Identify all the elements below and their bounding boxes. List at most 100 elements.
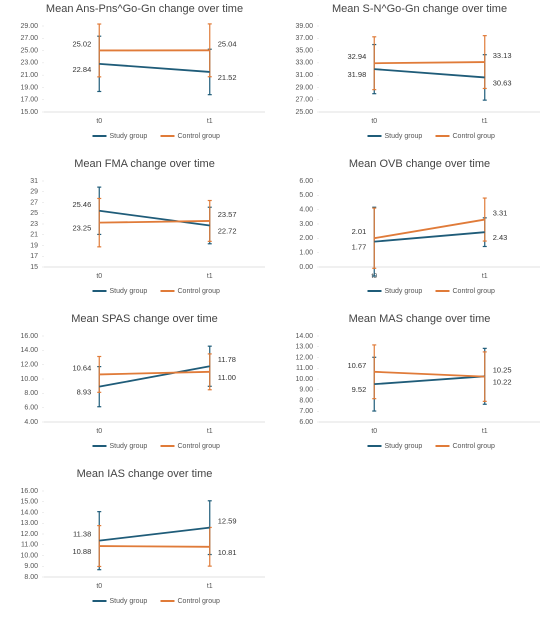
y-tick-label: 14.00 <box>295 333 313 340</box>
y-tick-label: 12.00 <box>20 531 38 538</box>
y-tick-label: 37.00 <box>295 35 313 42</box>
x-tick-label: t0 <box>96 583 102 590</box>
legend-label: Study group <box>385 133 423 140</box>
series-line <box>374 68 485 79</box>
y-tick-label: 29.00 <box>20 23 38 30</box>
chart-title: Mean OVB change over time <box>349 158 490 170</box>
y-tick-label: 14.00 <box>20 347 38 354</box>
chart-title: Mean Ans-Pns^Go-Gn change over time <box>46 3 243 15</box>
y-tick-label: 6.00 <box>24 405 38 412</box>
chart-panel: Mean FMA change over time 15 17 19 21 23 25 27 2… <box>30 158 265 295</box>
y-tick-label: 11.00 <box>21 542 38 549</box>
legend-label: Study group <box>110 133 148 140</box>
x-tick-label: t0 <box>371 428 377 435</box>
x-tick-label: t1 <box>482 118 488 125</box>
data-label: 2.43 <box>493 233 508 242</box>
data-label: 9.52 <box>352 385 367 394</box>
error-bar <box>207 353 212 391</box>
legend-label: Control group <box>453 133 496 140</box>
x-tick-label: t1 <box>207 583 213 590</box>
series-line <box>99 62 210 73</box>
legend-label: Control group <box>453 288 496 295</box>
chart-title: Mean MAS change over time <box>349 313 491 325</box>
legend-label: Study group <box>110 288 148 295</box>
series-line <box>374 218 485 240</box>
series-line <box>99 209 210 227</box>
y-tick-label: 10.00 <box>295 376 313 383</box>
legend-label: Study group <box>385 288 423 295</box>
y-tick-label: 39.00 <box>295 23 313 30</box>
y-tick-label: 0.00 <box>299 264 313 271</box>
data-label: 23.25 <box>72 224 91 233</box>
y-tick-label: 19.00 <box>20 84 38 91</box>
x-tick-label: t1 <box>482 428 488 435</box>
y-tick-label: 29.00 <box>295 84 313 91</box>
y-tick-label: 9.00 <box>24 563 38 570</box>
y-tick-label: 31.00 <box>295 72 313 79</box>
y-tick-label: 14.00 <box>20 509 38 516</box>
legend-label: Study group <box>385 443 423 450</box>
y-tick-label: 15.00 <box>20 499 38 506</box>
y-tick-label: 27.00 <box>20 35 38 42</box>
series-line <box>374 61 485 65</box>
x-tick-label: t1 <box>207 273 213 280</box>
chart-panel: Mean S-N^Go-Gn change over time 25.00 27.0… <box>295 3 540 140</box>
data-label: 10.25 <box>493 365 512 374</box>
data-label: 10.88 <box>72 547 91 556</box>
series-line <box>99 545 210 548</box>
data-label: 10.67 <box>347 361 366 370</box>
data-label: 10.81 <box>218 548 237 557</box>
y-tick-label: 17 <box>30 253 38 260</box>
y-tick-label: 6.00 <box>299 178 313 185</box>
data-label: 10.22 <box>493 378 512 387</box>
series-line <box>99 526 210 542</box>
data-label: 33.13 <box>493 51 512 60</box>
chart-panel: Mean SPAS change over time 4.00 6.00 8.00 10… <box>20 313 265 450</box>
y-tick-label: 6.00 <box>299 419 313 426</box>
x-tick-label: t0 <box>371 118 377 125</box>
y-tick-label: 23.00 <box>20 60 38 67</box>
data-label: 10.64 <box>72 363 91 372</box>
series-line <box>99 220 210 224</box>
y-tick-label: 12.00 <box>295 354 313 361</box>
y-tick-label: 21 <box>30 232 38 239</box>
y-tick-label: 27.00 <box>295 97 313 104</box>
x-tick-label: t0 <box>96 273 102 280</box>
y-tick-label: 9.00 <box>299 387 313 394</box>
y-tick-label: 15.00 <box>20 109 38 116</box>
y-tick-label: 5.00 <box>299 192 313 199</box>
y-tick-label: 25.00 <box>20 47 38 54</box>
data-label: 31.98 <box>347 70 366 79</box>
y-tick-label: 16.00 <box>20 333 38 340</box>
chart-title: Mean S-N^Go-Gn change over time <box>332 3 507 15</box>
y-tick-label: 21.00 <box>20 72 38 79</box>
data-label: 30.63 <box>493 78 512 87</box>
data-label: 12.59 <box>218 517 237 526</box>
x-tick-label: t1 <box>482 273 488 280</box>
x-tick-label: t0 <box>96 118 102 125</box>
data-label: 25.04 <box>218 39 237 48</box>
series-line <box>374 231 485 243</box>
y-tick-label: 7.00 <box>299 408 313 415</box>
y-tick-label: 13.00 <box>20 520 38 527</box>
y-tick-label: 10.00 <box>20 376 38 383</box>
y-tick-label: 17.00 <box>20 97 38 104</box>
legend-label: Control group <box>178 598 221 605</box>
data-label: 25.46 <box>72 200 91 209</box>
data-label: 25.02 <box>72 39 91 48</box>
y-tick-label: 27 <box>30 199 38 206</box>
data-label: 2.01 <box>352 227 367 236</box>
y-tick-label: 15 <box>30 264 38 271</box>
y-tick-label: 33.00 <box>295 60 313 67</box>
legend-label: Study group <box>110 443 148 450</box>
y-tick-label: 3.00 <box>299 221 313 228</box>
data-label: 11.78 <box>218 355 236 364</box>
y-tick-label: 8.00 <box>299 397 313 404</box>
chart-panel: Mean Ans-Pns^Go-Gn change over time 15.00… <box>20 3 265 140</box>
x-tick-label: t0 <box>96 428 102 435</box>
data-label: 11.38 <box>73 530 91 539</box>
x-tick-label: t1 <box>207 428 213 435</box>
y-tick-label: 25.00 <box>295 109 313 116</box>
data-label: 32.94 <box>347 52 366 61</box>
